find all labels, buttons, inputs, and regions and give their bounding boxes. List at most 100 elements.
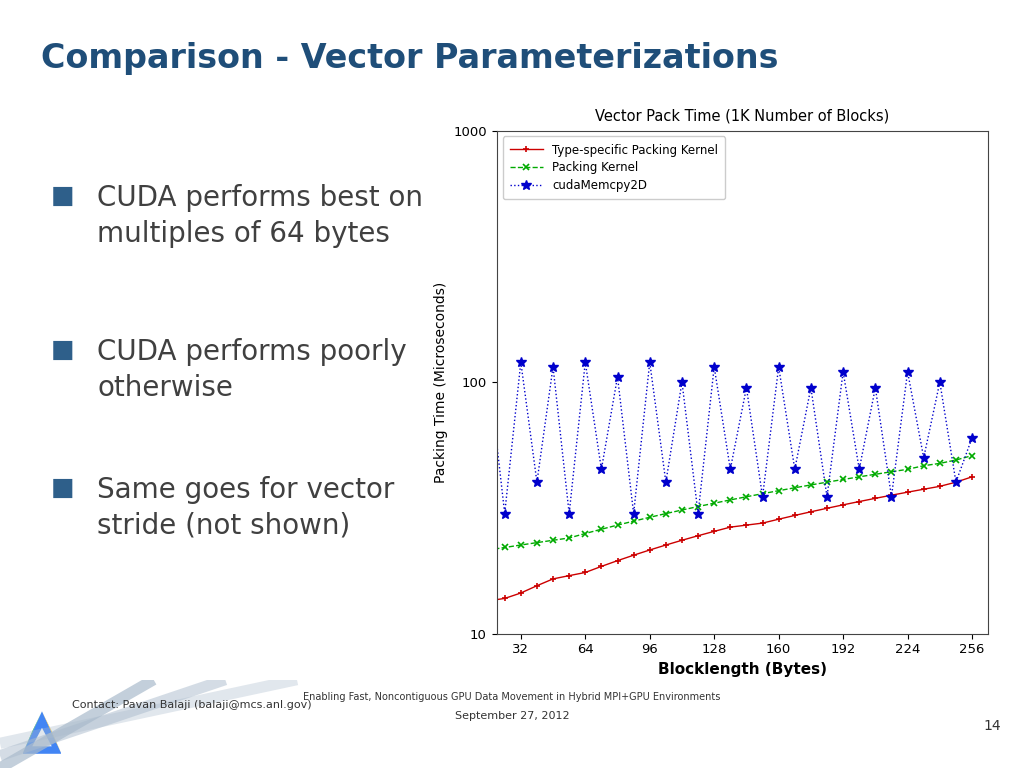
Text: CUDA performs poorly
otherwise: CUDA performs poorly otherwise	[97, 338, 407, 402]
Type-specific Packing Kernel	[611, 556, 624, 565]
cudaMemcpy2D	[692, 509, 705, 518]
Type-specific Packing Kernel	[692, 531, 705, 541]
Packing Kernel	[805, 480, 817, 489]
Type-specific Packing Kernel	[950, 478, 963, 487]
Type-specific Packing Kernel	[934, 482, 946, 491]
Packing Kernel	[837, 475, 849, 484]
cudaMemcpy2D	[530, 478, 543, 487]
Type-specific Packing Kernel	[772, 515, 784, 524]
cudaMemcpy2D	[886, 492, 898, 502]
Type-specific Packing Kernel	[659, 541, 672, 550]
cudaMemcpy2D	[853, 465, 865, 474]
cudaMemcpy2D	[659, 478, 672, 487]
Packing Kernel	[918, 461, 930, 470]
Type-specific Packing Kernel	[837, 500, 849, 509]
Packing Kernel	[708, 498, 720, 508]
Y-axis label: Packing Time (Microseconds): Packing Time (Microseconds)	[434, 281, 447, 483]
Text: Enabling Fast, Noncontiguous GPU Data Movement in Hybrid MPI+GPU Environments: Enabling Fast, Noncontiguous GPU Data Mo…	[303, 691, 721, 702]
cudaMemcpy2D	[611, 372, 624, 382]
Type-specific Packing Kernel	[788, 511, 801, 520]
cudaMemcpy2D	[482, 367, 495, 376]
cudaMemcpy2D	[757, 492, 769, 502]
Polygon shape	[33, 728, 51, 746]
Packing Kernel	[530, 538, 543, 548]
Type-specific Packing Kernel	[595, 562, 607, 571]
Type-specific Packing Kernel	[966, 472, 978, 482]
cudaMemcpy2D	[547, 362, 559, 372]
Packing Kernel	[757, 489, 769, 498]
Packing Kernel	[644, 513, 656, 522]
Type-specific Packing Kernel	[757, 518, 769, 528]
Type-specific Packing Kernel	[821, 504, 834, 513]
Packing Kernel	[869, 470, 882, 479]
Text: NC STATE UNIVERSITY: NC STATE UNIVERSITY	[774, 713, 869, 721]
Type-specific Packing Kernel	[644, 545, 656, 554]
cudaMemcpy2D	[499, 509, 511, 518]
Type-specific Packing Kernel	[853, 497, 865, 506]
Packing Kernel	[950, 455, 963, 465]
cudaMemcpy2D	[772, 362, 784, 372]
cudaMemcpy2D	[869, 383, 882, 392]
Text: Comparison - Vector Parameterizations: Comparison - Vector Parameterizations	[41, 42, 778, 75]
cudaMemcpy2D	[740, 383, 753, 392]
Type-specific Packing Kernel	[515, 588, 527, 598]
cudaMemcpy2D	[918, 453, 930, 462]
Legend: Type-specific Packing Kernel, Packing Kernel, cudaMemcpy2D: Type-specific Packing Kernel, Packing Ke…	[503, 137, 725, 199]
cudaMemcpy2D	[788, 465, 801, 474]
Packing Kernel	[901, 465, 913, 474]
Type-specific Packing Kernel	[530, 581, 543, 591]
Text: September 27, 2012: September 27, 2012	[455, 710, 569, 721]
Type-specific Packing Kernel	[547, 574, 559, 584]
Type-specific Packing Kernel	[708, 527, 720, 536]
Packing Kernel	[482, 545, 495, 554]
Packing Kernel	[740, 492, 753, 502]
Text: Same goes for vector
stride (not shown): Same goes for vector stride (not shown)	[97, 476, 394, 540]
X-axis label: Blocklength (Bytes): Blocklength (Bytes)	[657, 662, 827, 677]
cudaMemcpy2D	[966, 433, 978, 442]
Type-specific Packing Kernel	[740, 521, 753, 530]
Text: ■: ■	[51, 476, 75, 500]
Type-specific Packing Kernel	[466, 592, 478, 601]
cudaMemcpy2D	[676, 378, 688, 387]
Type-specific Packing Kernel	[580, 568, 592, 577]
Packing Kernel	[934, 458, 946, 468]
Type-specific Packing Kernel	[805, 507, 817, 516]
Text: CUDA performs best on
multiples of 64 bytes: CUDA performs best on multiples of 64 by…	[97, 184, 423, 248]
cudaMemcpy2D	[466, 472, 478, 482]
Title: Vector Pack Time (1K Number of Blocks): Vector Pack Time (1K Number of Blocks)	[595, 109, 890, 124]
Packing Kernel	[563, 533, 575, 542]
Type-specific Packing Kernel	[886, 491, 898, 500]
cudaMemcpy2D	[724, 465, 736, 474]
Packing Kernel	[499, 543, 511, 552]
Line: Packing Kernel: Packing Kernel	[469, 452, 976, 556]
Type-specific Packing Kernel	[918, 485, 930, 494]
cudaMemcpy2D	[563, 509, 575, 518]
Packing Kernel	[628, 517, 640, 526]
Packing Kernel	[821, 478, 834, 487]
Packing Kernel	[659, 509, 672, 518]
Packing Kernel	[886, 467, 898, 476]
Type-specific Packing Kernel	[482, 596, 495, 605]
Packing Kernel	[676, 505, 688, 515]
cudaMemcpy2D	[708, 362, 720, 372]
cudaMemcpy2D	[595, 465, 607, 474]
Packing Kernel	[595, 525, 607, 534]
Polygon shape	[23, 711, 42, 754]
Packing Kernel	[466, 548, 478, 557]
Polygon shape	[23, 711, 61, 754]
Packing Kernel	[611, 521, 624, 530]
Packing Kernel	[692, 502, 705, 511]
Line: cudaMemcpy2D: cudaMemcpy2D	[468, 357, 977, 518]
Type-specific Packing Kernel	[869, 494, 882, 503]
Type-specific Packing Kernel	[563, 571, 575, 581]
Type-specific Packing Kernel	[724, 522, 736, 531]
cudaMemcpy2D	[515, 358, 527, 367]
cudaMemcpy2D	[628, 509, 640, 518]
Packing Kernel	[853, 472, 865, 482]
cudaMemcpy2D	[934, 378, 946, 387]
Text: ■: ■	[51, 184, 75, 208]
Text: 14: 14	[984, 719, 1001, 733]
cudaMemcpy2D	[821, 492, 834, 502]
Type-specific Packing Kernel	[901, 488, 913, 497]
Type-specific Packing Kernel	[676, 535, 688, 545]
